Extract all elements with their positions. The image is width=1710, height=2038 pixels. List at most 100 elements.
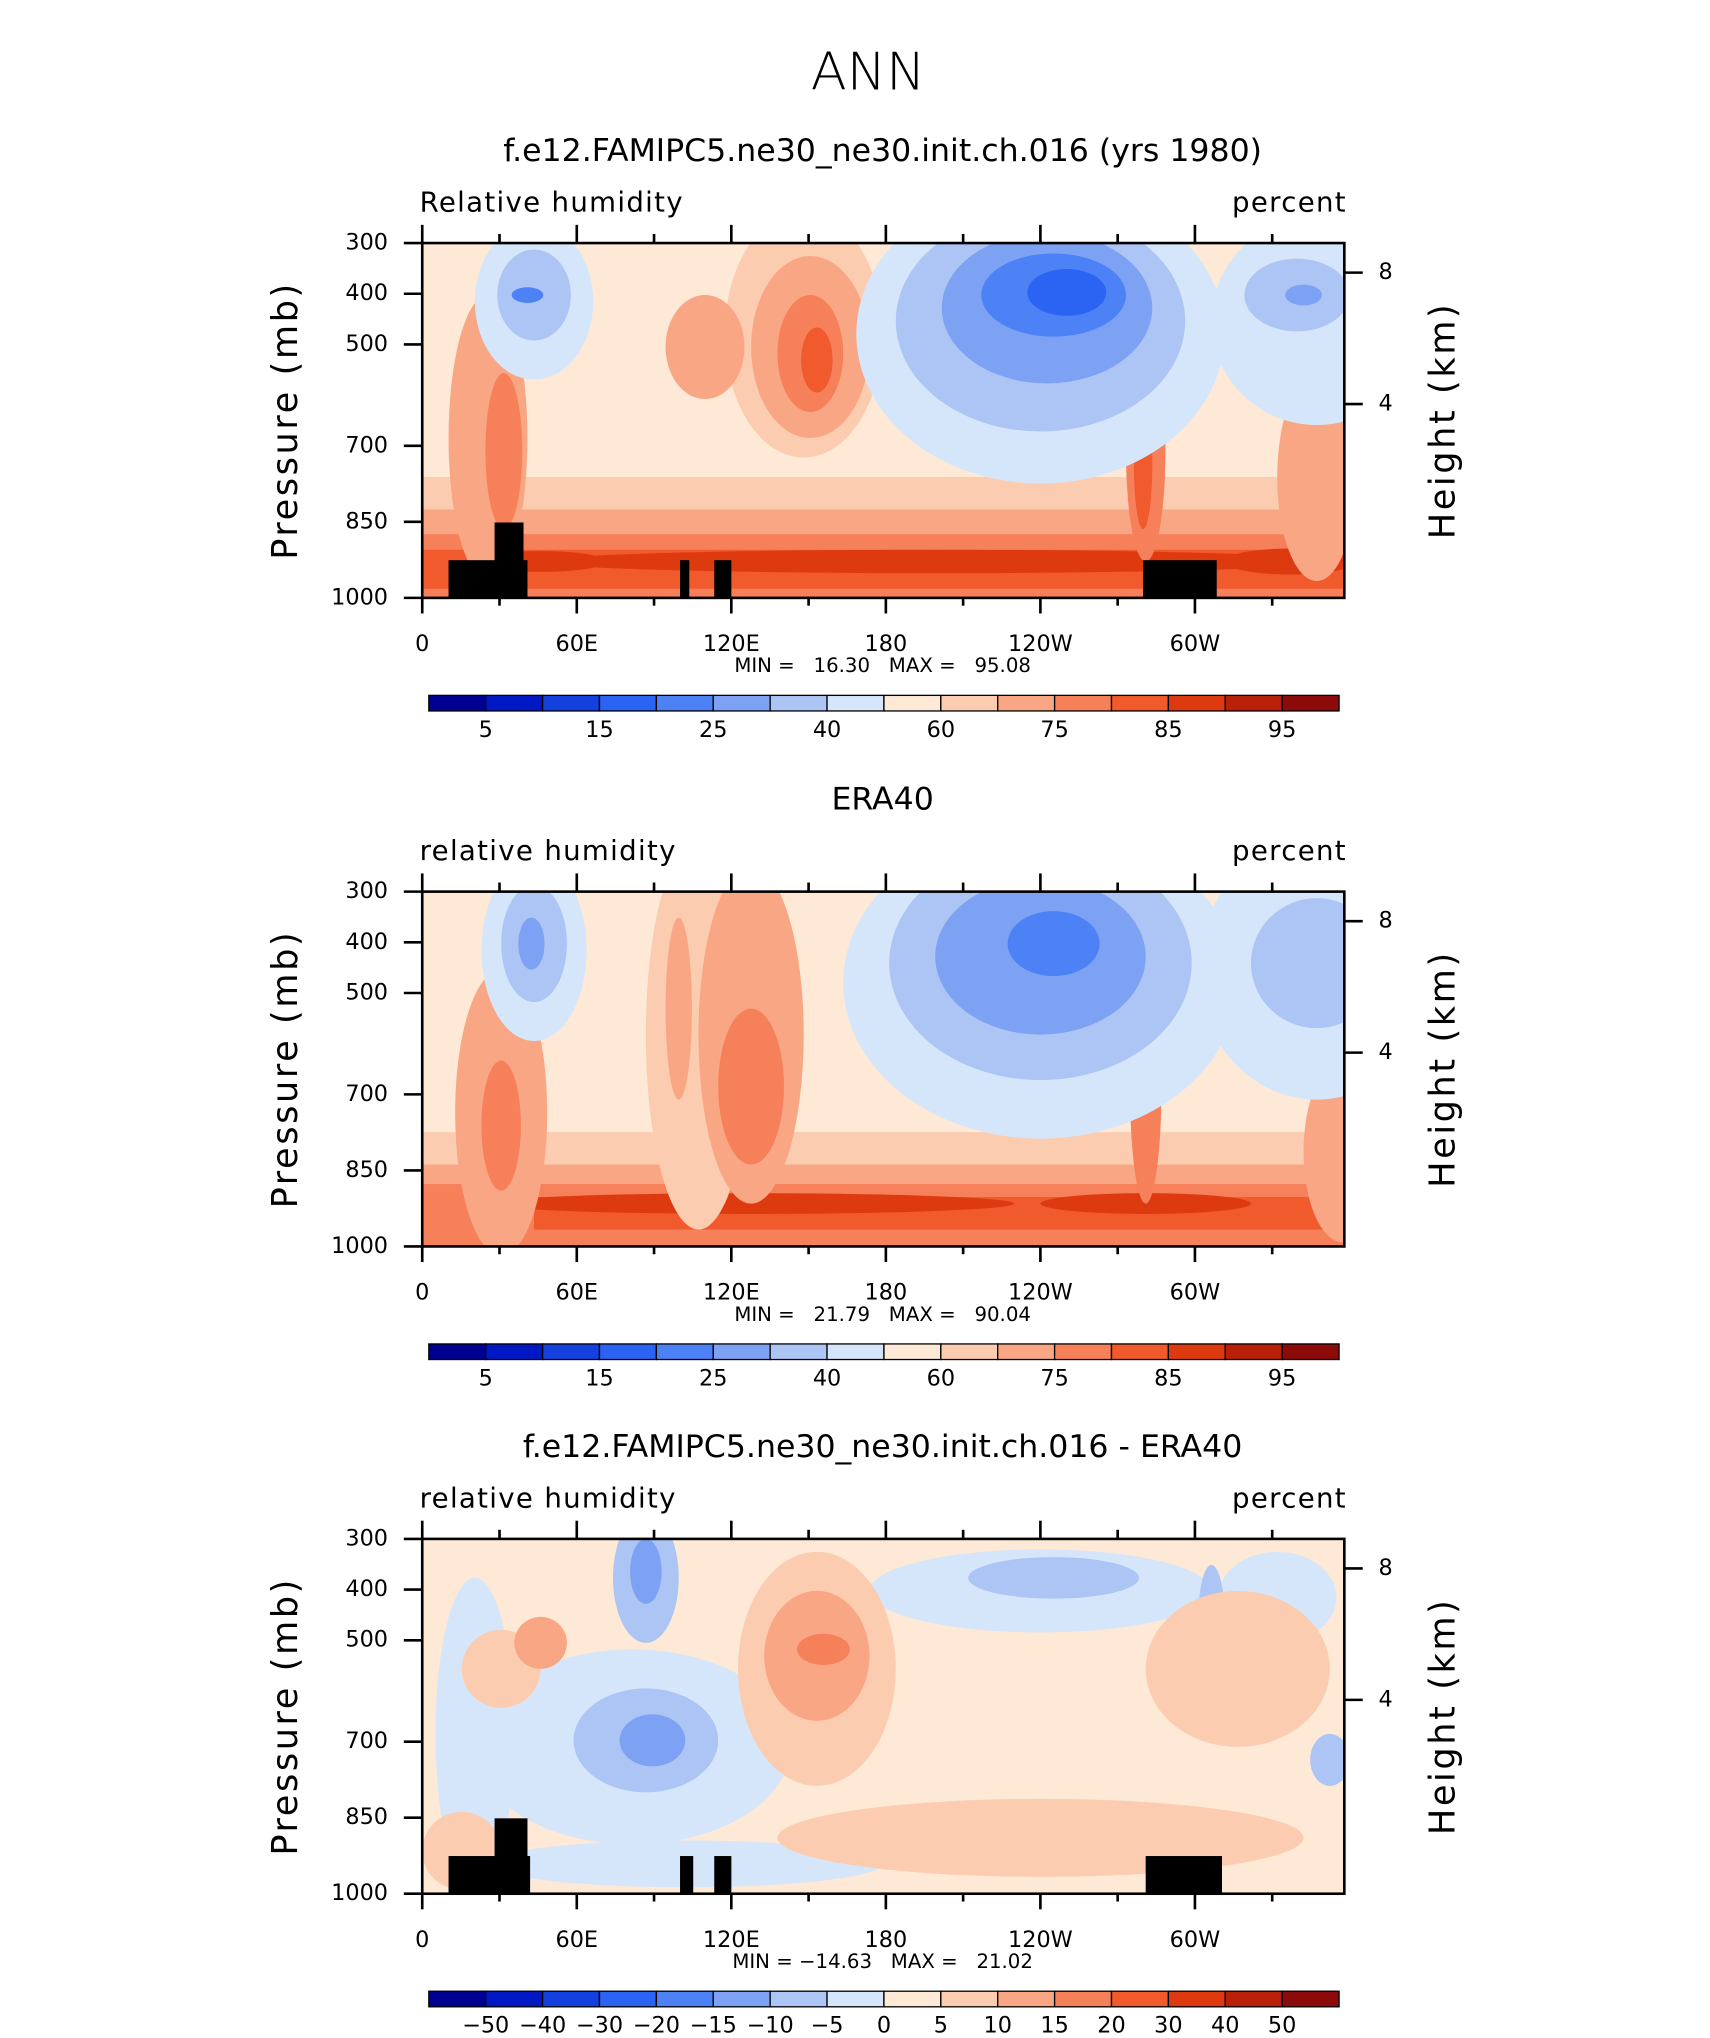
subtitle-right: percent [1232,188,1347,219]
contour-fill [968,1557,1140,1599]
colorbar-box [997,1990,1056,2008]
contour-fill [1285,284,1322,306]
x-tick-label: 120W [1008,631,1073,657]
subtitle-left: relative humidity [420,1484,677,1515]
colorbar-label: 60 [927,1366,955,1392]
colorbar-label: 5 [479,1366,493,1392]
x-tick-label: 180 [865,1927,908,1953]
contour-field [422,243,1345,598]
y2-tick-label: 8 [1379,259,1393,285]
colorbar-box [997,1343,1056,1361]
topography [714,560,732,598]
colorbar-box [883,1990,942,2008]
contour-fill [1007,911,1100,977]
x-tick-label: 0 [415,1927,429,1953]
panel-title: f.e12.FAMIPC5.ne30_ne30.init.ch.016 (yrs… [503,133,1262,169]
colorbar-label: 30 [1154,2013,1182,2038]
x-tick-label: 60E [555,1280,598,1306]
colorbar-label: −15 [690,2013,737,2038]
y2-tick-label: 8 [1379,1555,1393,1581]
topography [1143,560,1217,598]
colorbar-label: 15 [585,717,613,743]
colorbar-label: 5 [479,717,493,743]
y-tick-label: 1000 [331,584,388,610]
y-tick-label: 400 [345,929,388,955]
colorbar-box [598,1343,658,1361]
colorbar-box [428,1343,487,1361]
topography [494,522,524,598]
colorbar-box [541,1990,601,2008]
y-tick-label: 500 [345,331,388,357]
colorbar-box [655,694,714,712]
contour-field [422,1538,1345,1894]
colorbar-box [1167,1990,1226,2008]
subtitle-left: Relative humidity [420,188,684,219]
x-tick-label: 60E [555,1927,598,1953]
colorbar-label: 40 [813,717,841,743]
topography [680,560,690,598]
contour-fill [801,327,833,393]
colorbar-box [940,1990,999,2008]
y-tick-label: 1000 [331,1880,388,1906]
colorbar-box [598,694,658,712]
colorbar-box [655,1990,714,2008]
colorbar-label: 40 [813,1366,841,1392]
colorbar-box [1053,1990,1113,2008]
colorbar-label: −20 [633,2013,680,2038]
y-axis-label: Pressure (mb) [265,930,306,1209]
colorbar-box [1110,1343,1170,1361]
y-tick-label: 700 [345,1081,388,1107]
x-tick-label: 60W [1170,631,1221,657]
colorbar-label: 95 [1268,1366,1296,1392]
colorbar-box [1110,1990,1170,2008]
contour-fill [1310,1733,1345,1786]
x-tick-label: 120E [703,1280,760,1306]
colorbar-box [1053,1343,1113,1361]
topography [1145,1856,1222,1894]
contour-fill [630,1538,662,1604]
colorbar-label: −30 [576,2013,623,2038]
subtitle-right: percent [1232,1484,1347,1515]
colorbar-box [1167,1343,1226,1361]
colorbar-label: 75 [1040,717,1068,743]
y2-tick-label: 8 [1379,908,1393,934]
colorbar-box [1224,1343,1283,1361]
y-tick-label: 850 [345,1804,388,1830]
colorbar-box [1110,694,1170,712]
contour-fill [1303,1060,1345,1243]
panel-title: f.e12.FAMIPC5.ne30_ne30.init.ch.016 - ER… [523,1429,1242,1465]
colorbar-box [883,694,942,712]
contour-fill [481,1060,521,1191]
colorbar-box [1224,694,1283,712]
colorbar-label: 25 [699,717,727,743]
x-tick-label: 180 [865,631,908,657]
colorbar-box [826,694,885,712]
y2-axis-label: Height (km) [1422,950,1463,1188]
plot-frame [420,890,1346,1248]
colorbar-box [883,1343,942,1361]
colorbar-box [712,694,771,712]
colorbar-label: 85 [1154,717,1182,743]
y-tick-label: 850 [345,1157,388,1183]
colorbar-label: −5 [811,2013,844,2038]
colorbar-box [541,1343,601,1361]
y-axis-label: Pressure (mb) [265,281,306,560]
colorbar-box [428,1990,487,2008]
contour-fill [511,287,544,303]
contour-fill [718,1008,784,1165]
colorbar-box [655,1343,714,1361]
colorbar-box [1224,1990,1283,2008]
contour-fill [797,1633,850,1665]
plot-frame [420,241,1346,600]
y-tick-label: 400 [345,1576,388,1602]
y2-tick-label: 4 [1379,1686,1393,1712]
y-tick-label: 700 [345,432,388,458]
topography [714,1856,732,1894]
y-tick-label: 300 [345,878,388,904]
figure-title: ANN [811,42,926,103]
contour-field [422,891,1345,1247]
panel: f.e12.FAMIPC5.ne30_ne30.init.ch.016 (yrs… [265,133,1464,743]
colorbar-label: 25 [699,1366,727,1392]
y2-tick-label: 4 [1379,1039,1393,1065]
